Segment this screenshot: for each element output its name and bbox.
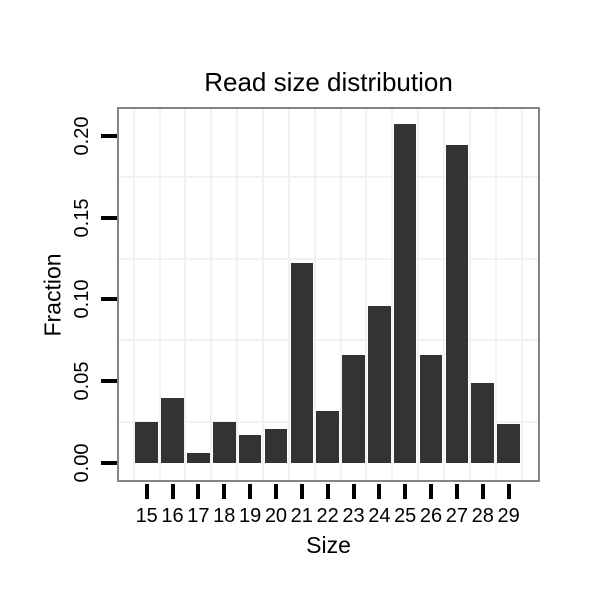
x-tick-mark — [144, 484, 149, 499]
y-tick-mark — [101, 297, 117, 302]
x-tick-mark — [273, 484, 278, 499]
gridline-vertical — [262, 109, 265, 480]
gridline-vertical — [287, 109, 290, 480]
gridline-vertical — [442, 109, 445, 480]
x-tick-label: 16 — [161, 505, 184, 527]
gridline-vertical — [158, 109, 161, 480]
x-tick-label: 29 — [497, 505, 520, 527]
gridline-vertical — [520, 109, 523, 480]
bar-size-15 — [135, 422, 158, 464]
gridline-vertical — [313, 109, 316, 480]
x-tick-label: 21 — [290, 505, 313, 527]
x-tick-label: 27 — [445, 505, 469, 527]
x-tick-mark — [454, 484, 459, 499]
gridline-vertical — [468, 109, 471, 480]
x-tick-label: 22 — [316, 505, 339, 527]
x-tick-label: 24 — [368, 505, 391, 527]
bar-size-20 — [264, 428, 288, 464]
y-tick-label: 0.20 — [71, 116, 93, 156]
plot-panel — [117, 107, 540, 482]
gridline-vertical — [132, 109, 135, 480]
bar-size-18 — [212, 422, 236, 464]
x-tick-label: 19 — [238, 505, 262, 527]
x-tick-mark — [403, 484, 408, 499]
bar-size-28 — [471, 383, 495, 464]
gridline-vertical — [184, 109, 187, 480]
x-tick-mark — [170, 484, 175, 499]
bar-size-27 — [445, 145, 469, 464]
gridline-horizontal-minor — [119, 175, 538, 178]
x-tick-mark — [506, 484, 511, 499]
gridline-vertical — [236, 109, 239, 480]
x-tick-mark — [429, 484, 434, 499]
x-tick-mark — [351, 484, 356, 499]
x-tick-label: 25 — [394, 505, 417, 527]
x-axis-title: Size — [306, 532, 351, 558]
y-tick-label: 0.15 — [71, 198, 93, 238]
bar-size-16 — [161, 397, 184, 464]
bar-size-22 — [316, 410, 339, 464]
y-tick-mark — [101, 133, 117, 138]
x-tick-mark — [248, 484, 253, 499]
y-tick-label: 0.05 — [71, 361, 93, 401]
gridline-vertical — [391, 109, 394, 480]
x-tick-label: 17 — [187, 505, 210, 527]
gridline-horizontal-minor — [119, 257, 538, 260]
y-tick-mark — [101, 379, 117, 384]
x-tick-label: 15 — [135, 505, 158, 527]
x-tick-label: 18 — [213, 505, 236, 527]
y-tick-label: 0.10 — [71, 280, 93, 319]
bar-size-17 — [187, 453, 210, 464]
x-tick-label: 26 — [419, 505, 443, 527]
y-tick-mark — [101, 215, 117, 220]
x-tick-label: 28 — [471, 505, 494, 527]
gridline-vertical — [365, 109, 368, 480]
x-tick-mark — [325, 484, 330, 499]
x-tick-mark — [196, 484, 201, 499]
x-tick-label: 20 — [264, 505, 288, 527]
gridline-horizontal-minor — [119, 339, 538, 342]
bar-size-24 — [368, 306, 391, 464]
bar-size-21 — [290, 263, 314, 464]
bar-size-25 — [393, 124, 417, 464]
gridline-vertical — [210, 109, 213, 480]
gridline-vertical — [417, 109, 420, 480]
bar-size-29 — [497, 424, 520, 464]
x-tick-mark — [480, 484, 485, 499]
bar-size-23 — [342, 355, 365, 464]
x-tick-mark — [377, 484, 382, 499]
x-tick-label: 23 — [342, 505, 365, 527]
x-tick-mark — [299, 484, 304, 499]
x-tick-mark — [222, 484, 227, 499]
y-tick-label: 0.00 — [71, 443, 93, 483]
bar-size-19 — [238, 435, 262, 464]
y-axis-title: Fraction — [39, 253, 66, 337]
y-tick-mark — [101, 461, 117, 466]
chart-title: Read size distribution — [204, 67, 453, 97]
bar-size-26 — [419, 355, 443, 464]
gridline-vertical — [339, 109, 342, 480]
gridline-vertical — [494, 109, 497, 480]
